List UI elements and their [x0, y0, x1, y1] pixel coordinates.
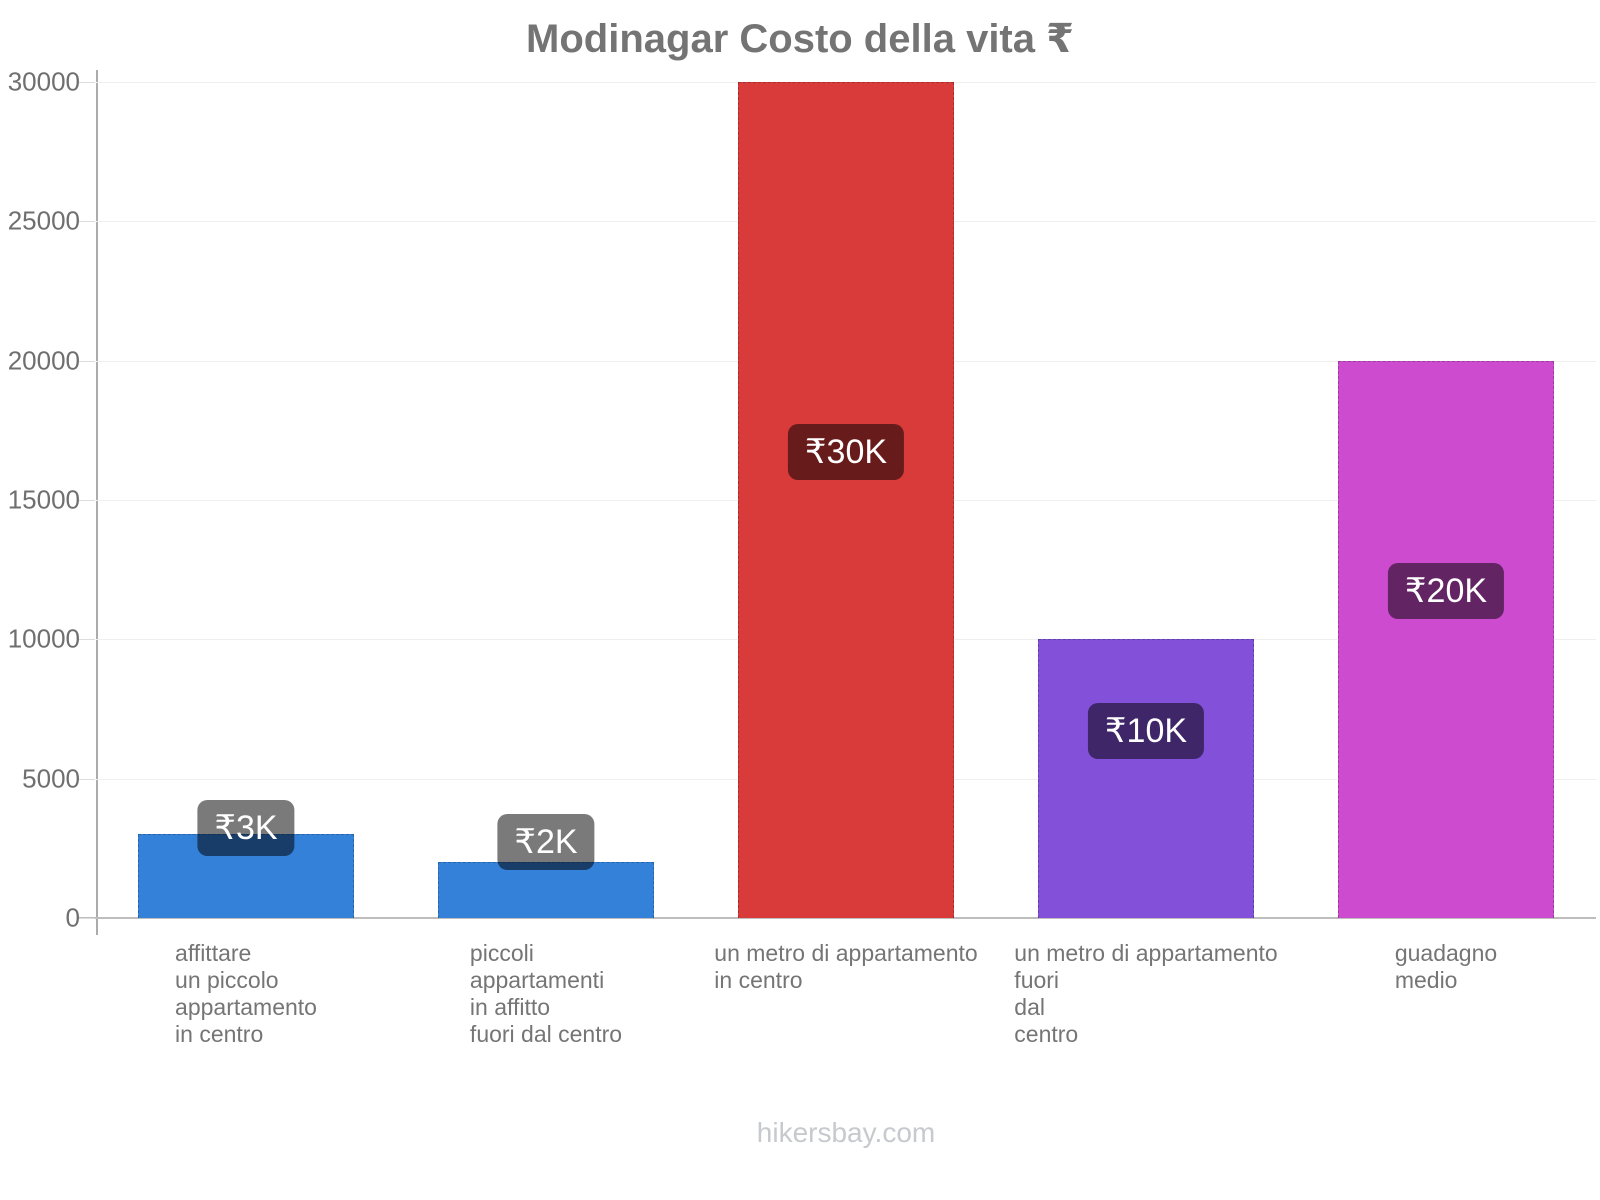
- y-tick-label: 30000: [7, 66, 80, 97]
- bar-value-badge: ₹30K: [787, 424, 905, 480]
- y-tick-mark: [79, 82, 95, 83]
- y-tick-mark: [79, 500, 95, 501]
- y-tick-mark: [79, 221, 95, 223]
- chart-title: Modinagar Costo della vita ₹: [526, 17, 1074, 61]
- y-tick-label: 15000: [7, 484, 80, 515]
- y-tick-mark: [79, 639, 95, 641]
- bar-3[interactable]: [738, 82, 954, 918]
- bar-value-badge: ₹3K: [197, 800, 295, 857]
- watermark-footer: hikersbay.com: [756, 1117, 936, 1148]
- bar-value-badge: ₹10K: [1087, 702, 1205, 759]
- y-tick-label: 25000: [7, 205, 80, 236]
- y-tick-mark: [79, 360, 95, 362]
- y-tick-label: 5000: [22, 763, 80, 794]
- y-tick-label: 10000: [7, 623, 80, 654]
- y-tick-mark: [79, 778, 95, 780]
- bar-value-badge: ₹2K: [497, 814, 595, 871]
- y-tick-mark: [79, 918, 95, 919]
- x-category-label: affittare un piccolo appartamento in cen…: [175, 940, 317, 1047]
- bar-4[interactable]: [1038, 639, 1254, 918]
- y-tick-label: 20000: [7, 345, 80, 376]
- x-axis-zero-line: [78, 917, 1596, 919]
- bar-5[interactable]: [1338, 360, 1554, 918]
- bar-value-badge: ₹20K: [1387, 563, 1505, 620]
- x-category-label: un metro di appartamento fuori dal centr…: [1014, 940, 1278, 1047]
- x-category-label: piccoli appartamenti in affitto fuori da…: [469, 940, 623, 1047]
- y-axis-line: [96, 70, 98, 935]
- x-category-label: guadagno medio: [1394, 940, 1498, 993]
- bar-2[interactable]: [438, 862, 654, 918]
- plot-area: ₹3K ₹2K ₹30K ₹10K ₹20K: [78, 82, 1596, 919]
- y-tick-label: 0: [65, 902, 80, 933]
- x-category-label: un metro di appartamento in centro: [714, 940, 978, 993]
